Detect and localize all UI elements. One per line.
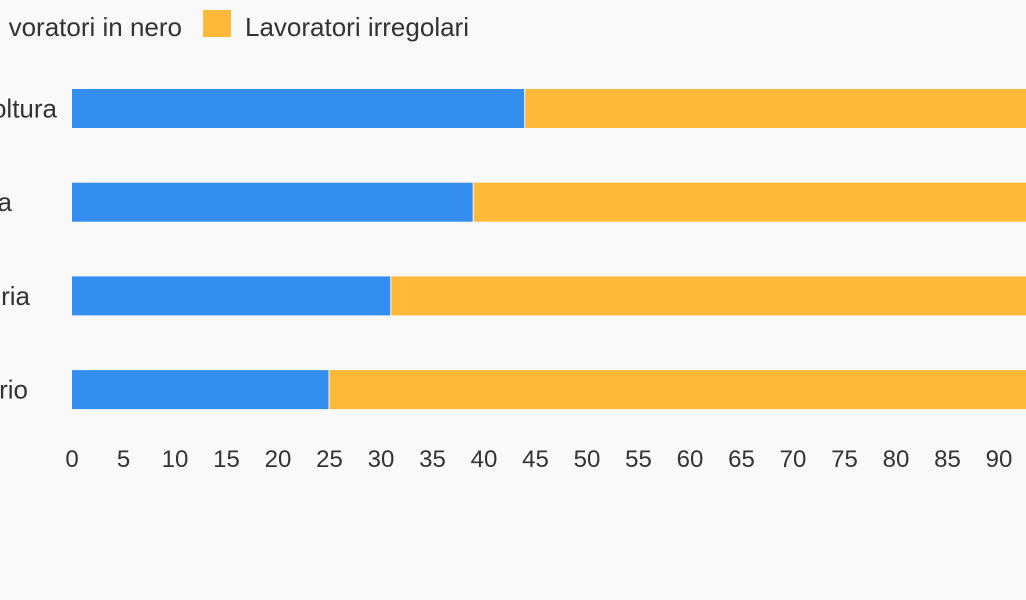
x-tick-label: 35 — [419, 446, 446, 473]
x-tick-label: 50 — [574, 446, 601, 473]
category-axis: oltura a ria rio — [0, 94, 58, 405]
category-label-terziario: rio — [0, 375, 28, 405]
x-tick-label: 85 — [934, 446, 961, 473]
x-tick-label: 15 — [213, 446, 240, 473]
x-tick-label: 45 — [522, 446, 549, 473]
x-tick-label: 0 — [65, 446, 78, 473]
legend-swatch-lavoratori-irregolari — [203, 10, 231, 37]
bar-irregolari-manifattura — [391, 276, 1026, 316]
legend-label-lavoratori-irregolari: Lavoratori irregolari — [245, 12, 469, 42]
bar-irregolari-edilizia — [473, 182, 1026, 222]
category-label-edilizia: a — [0, 187, 13, 217]
x-tick-label: 90 — [986, 446, 1013, 473]
bar-irregolari-terziario — [329, 370, 1026, 410]
x-tick-label: 60 — [677, 446, 704, 473]
bar-irregolari-agricoltura — [525, 89, 1026, 128]
bar-nero-edilizia — [72, 182, 473, 222]
bar-nero-agricoltura — [72, 89, 525, 128]
legend-label-lavoratori-in-nero: voratori in nero — [9, 12, 182, 42]
x-tick-label: 40 — [471, 446, 498, 473]
bar-area — [72, 89, 1026, 410]
x-tick-label: 65 — [728, 446, 755, 473]
bar-nero-manifattura — [72, 276, 391, 316]
x-tick-label: 80 — [883, 446, 910, 473]
category-label-agricoltura: oltura — [0, 94, 58, 124]
chart-legend: voratori in nero Lavoratori irregolari — [9, 10, 469, 42]
x-tick-label: 25 — [316, 446, 343, 473]
x-tick-label: 75 — [831, 446, 858, 473]
x-tick-label: 70 — [780, 446, 807, 473]
x-tick-label: 55 — [625, 446, 652, 473]
x-tick-label: 30 — [368, 446, 395, 473]
x-tick-label: 20 — [265, 446, 292, 473]
x-tick-label: 10 — [162, 446, 189, 473]
category-label-manifattura: ria — [1, 281, 30, 311]
value-axis: 0 5 10 15 20 25 30 35 40 45 50 55 60 65 70 75 80 85 90 — [65, 446, 1012, 473]
bar-nero-terziario — [72, 370, 329, 410]
x-tick-label: 5 — [117, 446, 130, 473]
